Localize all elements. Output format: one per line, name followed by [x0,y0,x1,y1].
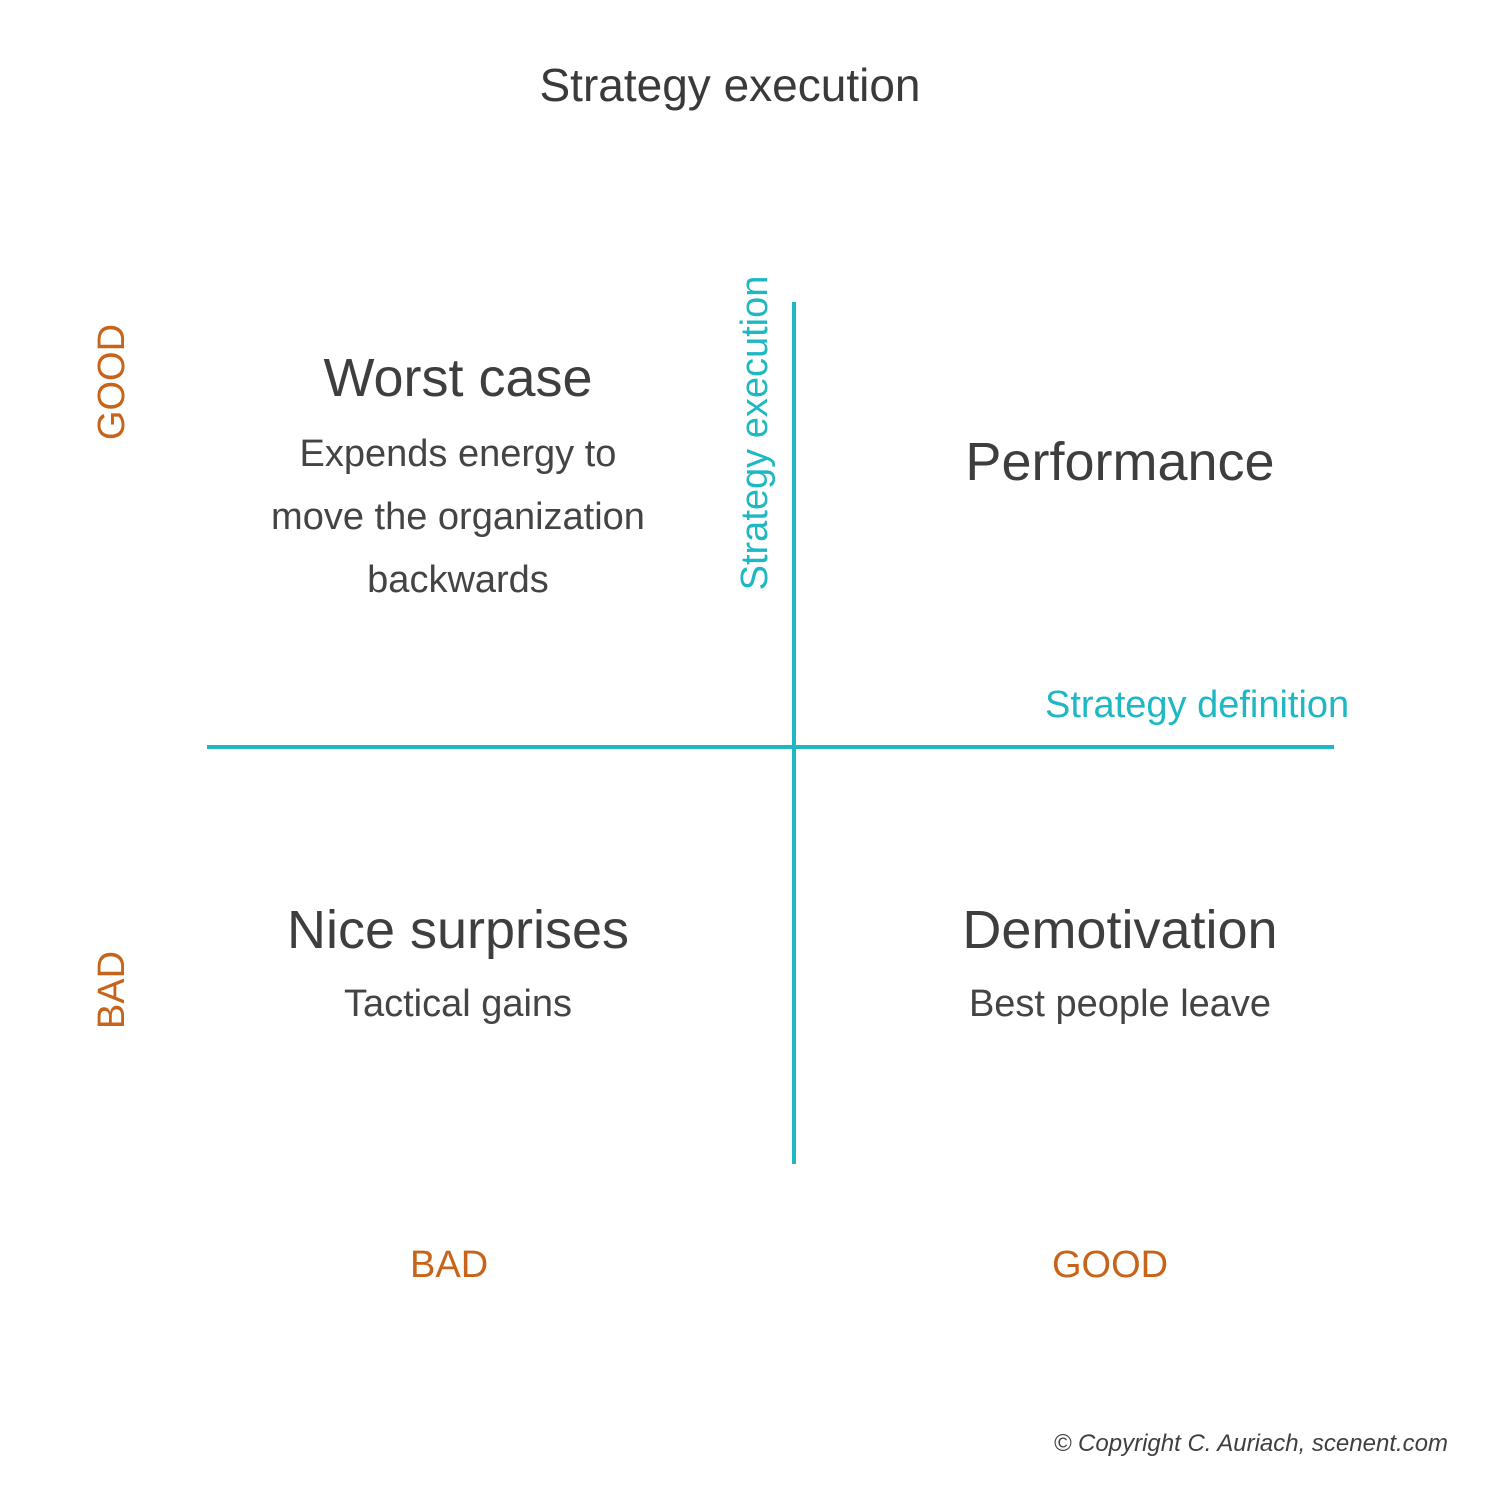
vertical-axis-label: Strategy execution [734,275,776,591]
y-axis-bad-rating: BAD [91,950,133,1030]
quadrant-description-line: Expends energy to [299,432,617,475]
x-axis-bad-rating: BAD [410,1244,489,1286]
vertical-axis-line [792,302,796,1164]
quadrant-title: Demotivation [962,900,1278,960]
quadrant-title: Nice surprises [286,900,630,960]
quadrant-description-line: move the organization [271,495,645,538]
quadrant-top-right: Performance [870,430,1370,495]
copyright-notice: © Copyright C. Auriach, scenent.com [1053,1430,1448,1457]
x-axis-good-rating: GOOD [1052,1244,1169,1286]
quadrant-description-line: Best people leave [968,982,1272,1025]
quadrant-title: Worst case [323,348,593,408]
horizontal-axis-label: Strategy definition [1045,684,1350,726]
horizontal-axis-line [207,745,1334,749]
page-title: Strategy execution [539,59,921,111]
y-axis-good-rating: GOOD [91,323,133,441]
quadrant-description-line: backwards [367,558,549,601]
quadrant-description-line: Tactical gains [343,982,573,1025]
quadrant-top-left: Worst case Expends energy to move the or… [208,346,708,612]
quadrant-bottom-left: Nice surprises Tactical gains [208,898,708,1036]
quadrant-bottom-right: Demotivation Best people leave [870,898,1370,1036]
quadrant-title: Performance [965,432,1275,492]
